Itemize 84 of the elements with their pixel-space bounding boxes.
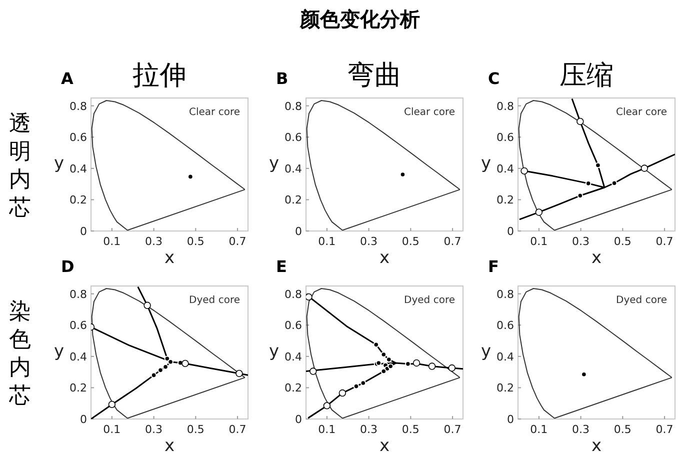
y-axis-title: y bbox=[54, 342, 64, 362]
x-tick-label: 0.5 bbox=[186, 235, 204, 248]
x-tick-label: 0.7 bbox=[444, 235, 462, 248]
x-tick-label: 0.7 bbox=[444, 423, 462, 436]
y-tick-label: 0.4 bbox=[284, 350, 302, 364]
y-tick-label: 0 bbox=[80, 225, 87, 238]
y-tick-label: 0.8 bbox=[284, 100, 302, 113]
y-tick-label: 0.6 bbox=[496, 319, 514, 332]
x-axis-title: x bbox=[591, 248, 602, 268]
annotation: Clear core bbox=[404, 107, 455, 118]
y-tick-label: 0.4 bbox=[496, 162, 514, 176]
y-tick-label: 0.8 bbox=[496, 100, 514, 113]
x-axis-title: x bbox=[379, 248, 390, 268]
x-tick-label: 0.1 bbox=[318, 235, 336, 248]
y-tick-label: 0.2 bbox=[70, 382, 87, 395]
x-axis-title: x bbox=[591, 436, 602, 456]
y-tick-label: 0.2 bbox=[284, 382, 302, 395]
x-tick-label: 0.1 bbox=[103, 235, 121, 248]
x-tick-label: 0.7 bbox=[228, 423, 246, 436]
y-tick-label: 0.4 bbox=[70, 162, 87, 176]
y-tick-label: 0.4 bbox=[284, 162, 302, 176]
x-tick-label: 0.1 bbox=[318, 423, 336, 436]
chart-subtitle: 弯曲 bbox=[348, 60, 402, 91]
y-tick-label: 0 bbox=[507, 225, 514, 238]
x-axis-title: x bbox=[164, 248, 175, 268]
x-tick-label: 0.3 bbox=[572, 235, 590, 248]
x-tick-label: 0.5 bbox=[186, 423, 204, 436]
x-tick-label: 0.5 bbox=[402, 235, 420, 248]
y-axis-title: y bbox=[480, 154, 492, 174]
chart-title: E bbox=[276, 257, 287, 276]
y-tick-label: 0.2 bbox=[496, 382, 514, 395]
y-tick-label: 0.8 bbox=[70, 288, 87, 301]
chart-title: F bbox=[488, 257, 499, 276]
y-tick-label: 0.8 bbox=[70, 100, 87, 113]
y-tick-label: 0.2 bbox=[496, 194, 514, 207]
y-axis-title: y bbox=[54, 154, 64, 174]
y-tick-label: 0.6 bbox=[70, 131, 87, 144]
x-tick-label: 0.5 bbox=[614, 235, 632, 248]
y-tick-label: 0 bbox=[295, 225, 302, 238]
chart-title: C bbox=[488, 69, 500, 88]
annotation: Dyed core bbox=[616, 295, 667, 306]
text: 透明内芯 bbox=[8, 112, 31, 220]
y-tick-label: 0.6 bbox=[70, 319, 87, 332]
annotation: Clear core bbox=[616, 107, 667, 118]
x-tick-label: 0.5 bbox=[614, 423, 632, 436]
x-axis-title: x bbox=[379, 436, 390, 456]
y-tick-label: 0 bbox=[80, 413, 87, 426]
y-tick-label: 0 bbox=[507, 413, 514, 426]
y-tick-label: 0.6 bbox=[284, 319, 302, 332]
chart-title: B bbox=[276, 69, 288, 88]
x-tick-label: 0.7 bbox=[656, 235, 674, 248]
x-tick-label: 0.1 bbox=[103, 423, 121, 436]
x-tick-label: 0.1 bbox=[530, 423, 548, 436]
y-tick-label: 0.4 bbox=[70, 350, 87, 364]
text: 染色内芯 bbox=[8, 300, 31, 408]
y-tick-label: 0.6 bbox=[496, 131, 514, 144]
y-tick-label: 0.4 bbox=[496, 350, 514, 364]
chart-subtitle: 拉伸 bbox=[132, 60, 186, 91]
x-axis-title: x bbox=[164, 436, 175, 456]
annotation: Clear core bbox=[189, 107, 240, 118]
x-tick-label: 0.3 bbox=[360, 423, 378, 436]
chart-title: A bbox=[61, 69, 74, 88]
annotation: Dyed core bbox=[189, 295, 240, 306]
x-tick-label: 0.3 bbox=[145, 423, 163, 436]
x-tick-label: 0.3 bbox=[572, 423, 590, 436]
y-tick-label: 0.2 bbox=[284, 194, 302, 207]
y-axis-title: y bbox=[480, 342, 492, 362]
y-tick-label: 0.8 bbox=[284, 288, 302, 301]
y-tick-label: 0 bbox=[295, 413, 302, 426]
x-tick-label: 0.7 bbox=[228, 235, 246, 248]
x-tick-label: 0.1 bbox=[530, 235, 548, 248]
y-axis-title: y bbox=[268, 342, 280, 362]
y-tick-label: 0.2 bbox=[70, 194, 87, 207]
text: 颜色变化分析 bbox=[299, 7, 420, 31]
annotation: Dyed core bbox=[404, 295, 455, 306]
y-axis-title: y bbox=[268, 154, 280, 174]
y-tick-label: 0.6 bbox=[284, 131, 302, 144]
x-tick-label: 0.3 bbox=[145, 235, 163, 248]
x-tick-label: 0.7 bbox=[656, 423, 674, 436]
x-tick-label: 0.5 bbox=[402, 423, 420, 436]
chart-subtitle: 压缩 bbox=[560, 60, 614, 91]
y-tick-label: 0.8 bbox=[496, 288, 514, 301]
x-tick-label: 0.3 bbox=[360, 235, 378, 248]
chart-title: D bbox=[61, 257, 74, 276]
